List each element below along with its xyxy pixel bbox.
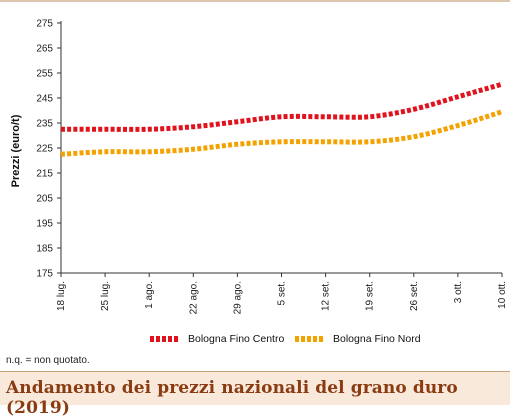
y-ticks: 175 185 195 205 215 225 235 245 255 265 275 [36, 19, 61, 280]
x-tick-label: 26 set. [409, 281, 420, 311]
figure-title-bar: Andamento dei prezzi nazionali del grano… [0, 371, 510, 405]
y-tick-label: 245 [36, 94, 53, 105]
y-tick-label: 275 [36, 19, 53, 30]
legend-item-centro: Bologna Fino Centro [150, 333, 284, 345]
legend-label-nord: Bologna Fino Nord [333, 333, 421, 345]
y-tick-label: 205 [36, 194, 53, 205]
x-tick-label: 22 ago. [188, 281, 199, 314]
y-tick-label: 265 [36, 44, 53, 55]
legend: Bologna Fino Centro Bologna Fino Nord [0, 333, 510, 351]
legend-swatch-centro [150, 336, 180, 342]
x-tick-label: 10 ott. [497, 281, 508, 309]
series-line-nord [61, 112, 502, 155]
x-tick-label: 5 set. [277, 281, 288, 305]
y-tick-label: 235 [36, 119, 53, 130]
legend-item-nord: Bologna Fino Nord [295, 333, 421, 345]
series-lines [61, 84, 502, 154]
x-tick-label: 19 set. [365, 281, 376, 311]
x-tick-label: 3 ott. [453, 281, 464, 303]
y-tick-label: 175 [36, 269, 53, 280]
figure-title: Andamento dei prezzi nazionali del grano… [6, 378, 510, 418]
y-tick-label: 255 [36, 69, 53, 80]
y-tick-label: 185 [36, 244, 53, 255]
x-tick-label: 29 ago. [232, 281, 243, 314]
x-tick-label: 12 set. [321, 281, 332, 311]
y-tick-label: 225 [36, 144, 53, 155]
x-tick-label: 25 lug. [100, 281, 111, 311]
x-ticks: 18 lug. 25 lug. 1 ago. 22 ago. 29 ago. 5 set.… [56, 273, 508, 314]
legend-label-centro: Bologna Fino Centro [188, 333, 284, 345]
y-axis-label: Prezzi (euro/t) [10, 114, 22, 187]
y-tick-label: 215 [36, 169, 53, 180]
series-line-centro [61, 84, 502, 129]
legend-swatch-nord [295, 336, 325, 342]
x-tick-label: 1 ago. [144, 281, 155, 309]
x-tick-label: 18 lug. [56, 281, 67, 311]
footnote: n.q. = non quotato. [6, 355, 90, 366]
y-tick-label: 195 [36, 219, 53, 230]
axes [61, 21, 502, 273]
